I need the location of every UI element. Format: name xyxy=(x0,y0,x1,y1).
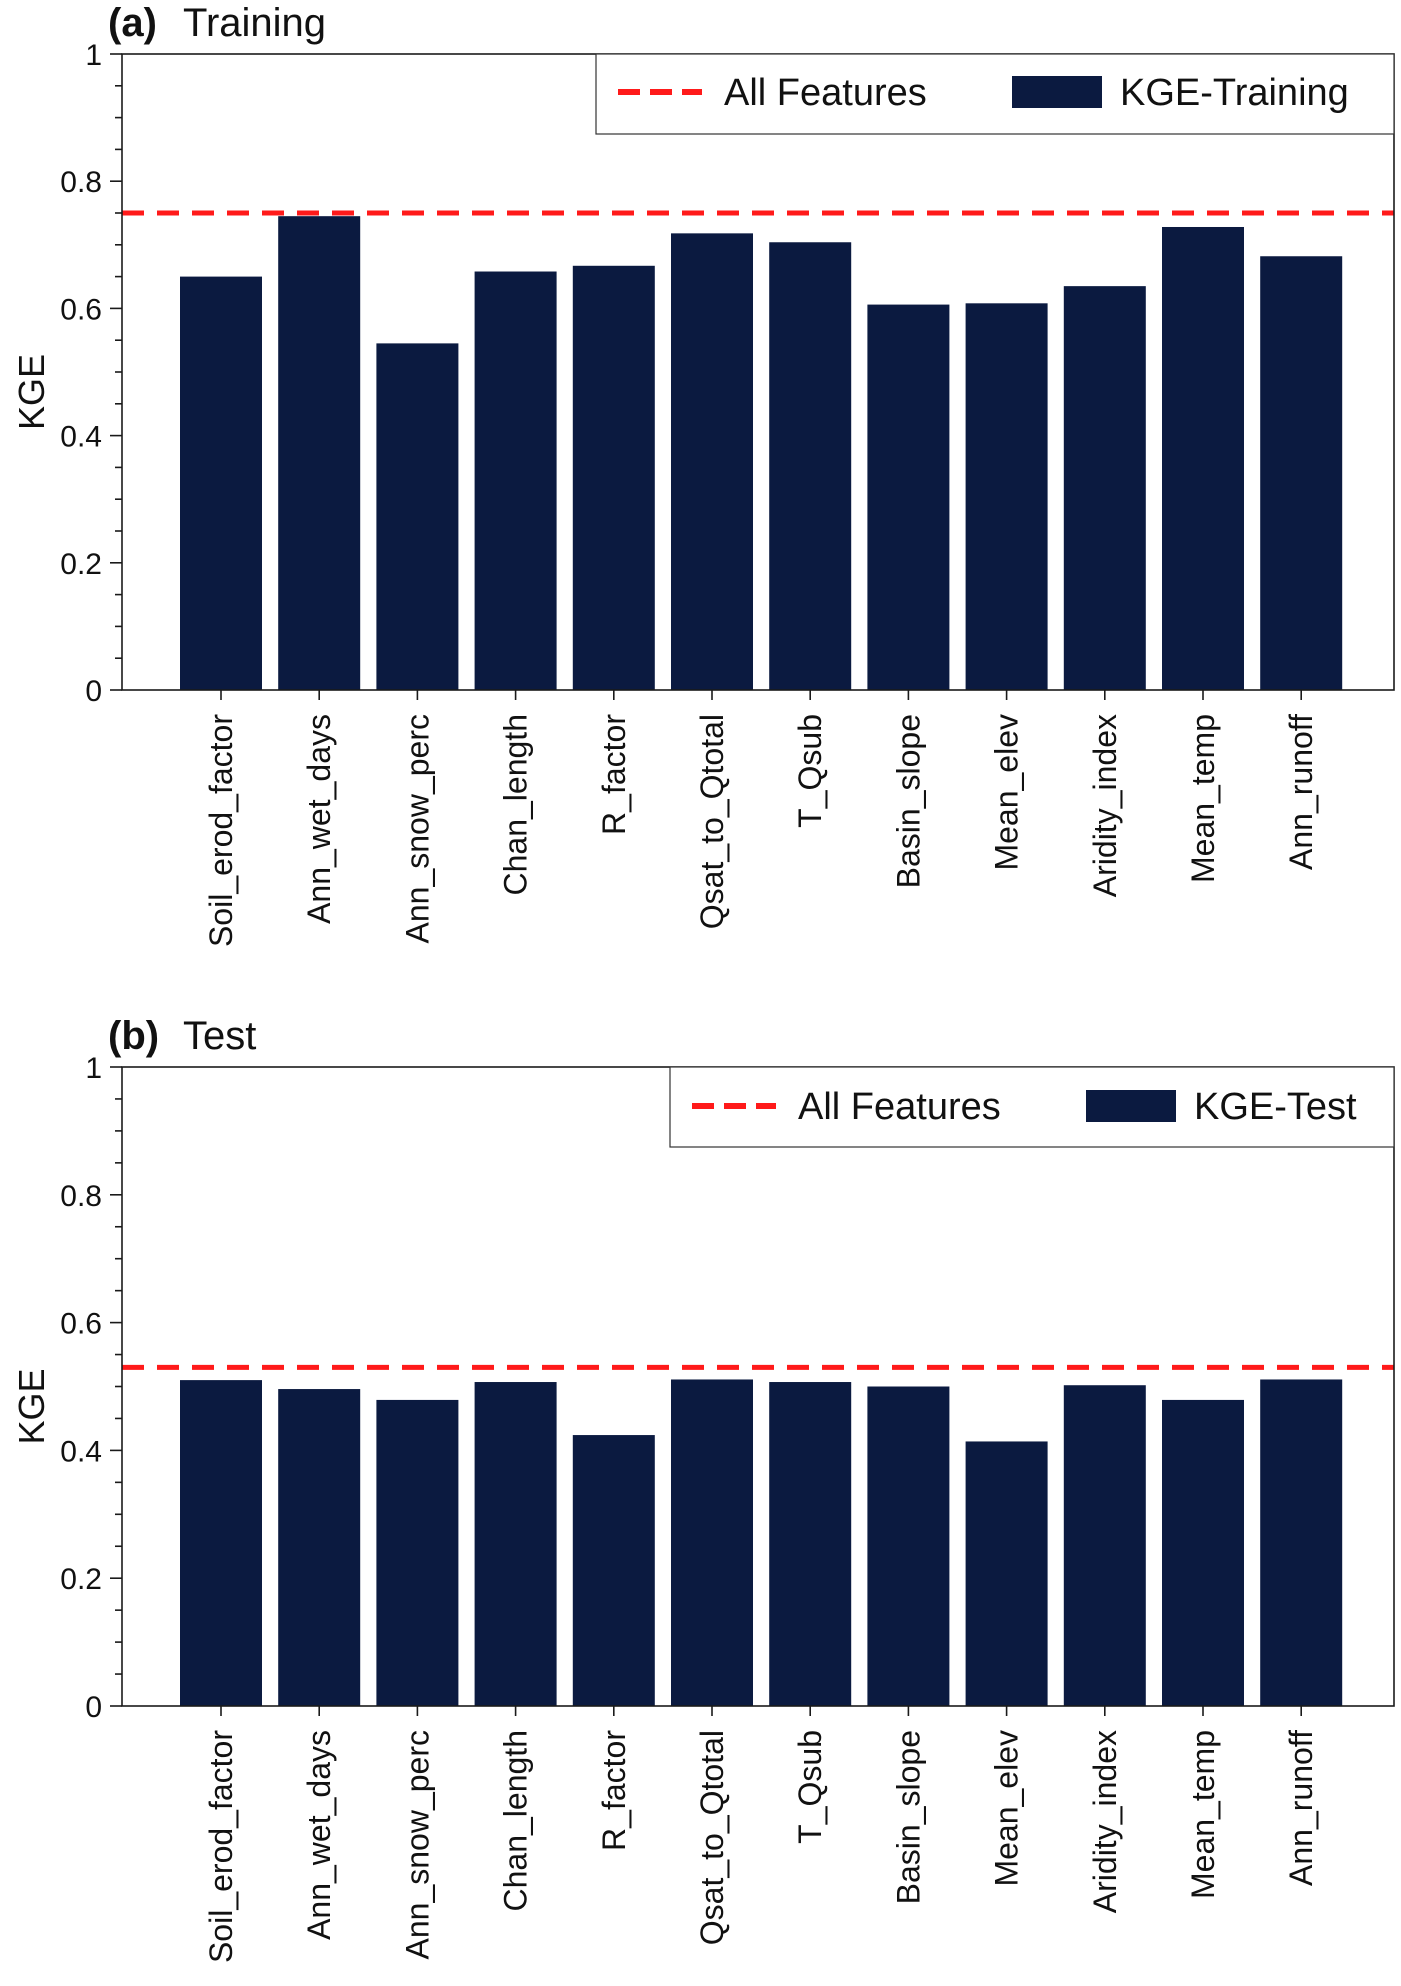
bar-qsat-to-qtotal xyxy=(671,233,753,691)
x-category-label: R_factor xyxy=(596,1730,632,1851)
legend-box xyxy=(595,53,1395,135)
bar-r-factor xyxy=(572,265,655,690)
y-tick-label: 0.6 xyxy=(60,293,102,326)
x-category-label: R_factor xyxy=(596,714,632,835)
bar-chan-length xyxy=(474,1382,557,1706)
bar-basin-slope xyxy=(867,1386,950,1706)
bar-aridity-index xyxy=(1063,286,1146,690)
y-tick-label: 0.2 xyxy=(60,1563,102,1596)
x-category-label: Ann_wet_days xyxy=(301,1730,337,1940)
bar-ann-snow-perc xyxy=(376,343,459,690)
chart-panel-training: 0 0.2 0.4 0.6 0.8 1 Soil_erod_factor Ann_wet_da… xyxy=(11,1,1395,947)
legend-label-bars: KGE-Test xyxy=(1194,1086,1357,1128)
bar-mean-elev xyxy=(965,1441,1048,1706)
legend-label-all-features: All Features xyxy=(798,1086,1001,1128)
x-category-label: Ann_runoff xyxy=(1283,1730,1319,1886)
y-tick-label: 1 xyxy=(85,1052,102,1085)
x-category-label: Aridity_index xyxy=(1087,714,1123,897)
legend-label-bars: KGE-Training xyxy=(1120,72,1349,114)
x-category-label: Soil_erod_factor xyxy=(203,1730,239,1963)
x-category-label: Ann_snow_perc xyxy=(399,714,435,943)
bar-t-qsub xyxy=(769,1382,852,1706)
bar-soil-erod-factor xyxy=(180,1380,262,1706)
y-tick-label: 0.6 xyxy=(60,1308,102,1341)
y-tick-label: 1 xyxy=(85,39,102,72)
bar-ann-snow-perc xyxy=(376,1399,459,1706)
x-category-label: Mean_elev xyxy=(989,1730,1025,1887)
bar-ann-wet-days xyxy=(278,1389,361,1706)
x-category-label: T_Qsub xyxy=(792,1730,828,1844)
legend-label-all-features: All Features xyxy=(724,72,927,114)
y-tick-label: 0.8 xyxy=(60,1180,102,1213)
x-category-label: Ann_snow_perc xyxy=(399,1730,435,1959)
legend: All Features KGE-Training xyxy=(595,53,1395,135)
x-category-label: Basin_slope xyxy=(890,1730,926,1904)
bar-mean-temp xyxy=(1162,226,1244,690)
panel-tag: (a) xyxy=(108,1,157,45)
bar-r-factor xyxy=(572,1435,655,1706)
panel-tag: (b) xyxy=(108,1014,159,1058)
x-category-label: Chan_length xyxy=(498,1730,534,1911)
x-category-label: T_Qsub xyxy=(792,714,828,828)
x-category-label: Aridity_index xyxy=(1087,1730,1123,1913)
legend-swatch-bars xyxy=(1086,1090,1176,1122)
x-category-label: Qsat_to_Qtotal xyxy=(694,714,730,929)
x-category-label: Chan_length xyxy=(498,714,534,895)
y-tick-label: 0 xyxy=(85,675,102,708)
x-category-label: Ann_wet_days xyxy=(301,714,337,924)
y-tick-label: 0.4 xyxy=(60,421,102,454)
bar-qsat-to-qtotal xyxy=(671,1379,753,1706)
bar-basin-slope xyxy=(867,304,950,690)
y-axis-title: KGE xyxy=(11,354,52,430)
y-tick-label: 0.2 xyxy=(60,548,102,581)
x-category-label: Mean_elev xyxy=(989,714,1025,871)
chart-panel-test: 0 0.2 0.4 0.6 0.8 1 Soil_erod_factor Ann_wet_da… xyxy=(11,1014,1395,1963)
x-category-label: Qsat_to_Qtotal xyxy=(694,1730,730,1945)
bar-t-qsub xyxy=(769,242,852,691)
y-tick-label: 0.8 xyxy=(60,166,102,199)
panel-title: Training xyxy=(183,1,326,45)
y-tick-label: 0.4 xyxy=(60,1435,102,1468)
bar-soil-erod-factor xyxy=(180,276,262,690)
y-axis-title: KGE xyxy=(11,1368,52,1444)
x-category-label: Mean_temp xyxy=(1185,1730,1221,1899)
bar-mean-elev xyxy=(965,303,1048,690)
legend-box xyxy=(669,1066,1395,1148)
x-category-label: Soil_erod_factor xyxy=(203,714,239,947)
bar-chan-length xyxy=(474,271,557,690)
legend-swatch-bars xyxy=(1012,76,1102,108)
bar-mean-temp xyxy=(1162,1399,1244,1706)
x-category-label: Ann_runoff xyxy=(1283,714,1319,870)
bar-ann-runoff xyxy=(1260,256,1343,690)
panel-title: Test xyxy=(183,1014,256,1058)
y-tick-label: 0 xyxy=(85,1691,102,1724)
x-category-label: Basin_slope xyxy=(890,714,926,888)
legend: All Features KGE-Test xyxy=(669,1066,1395,1148)
bar-ann-wet-days xyxy=(278,216,361,690)
x-category-label: Mean_temp xyxy=(1185,714,1221,883)
bar-ann-runoff xyxy=(1260,1379,1343,1706)
bar-aridity-index xyxy=(1063,1385,1146,1706)
